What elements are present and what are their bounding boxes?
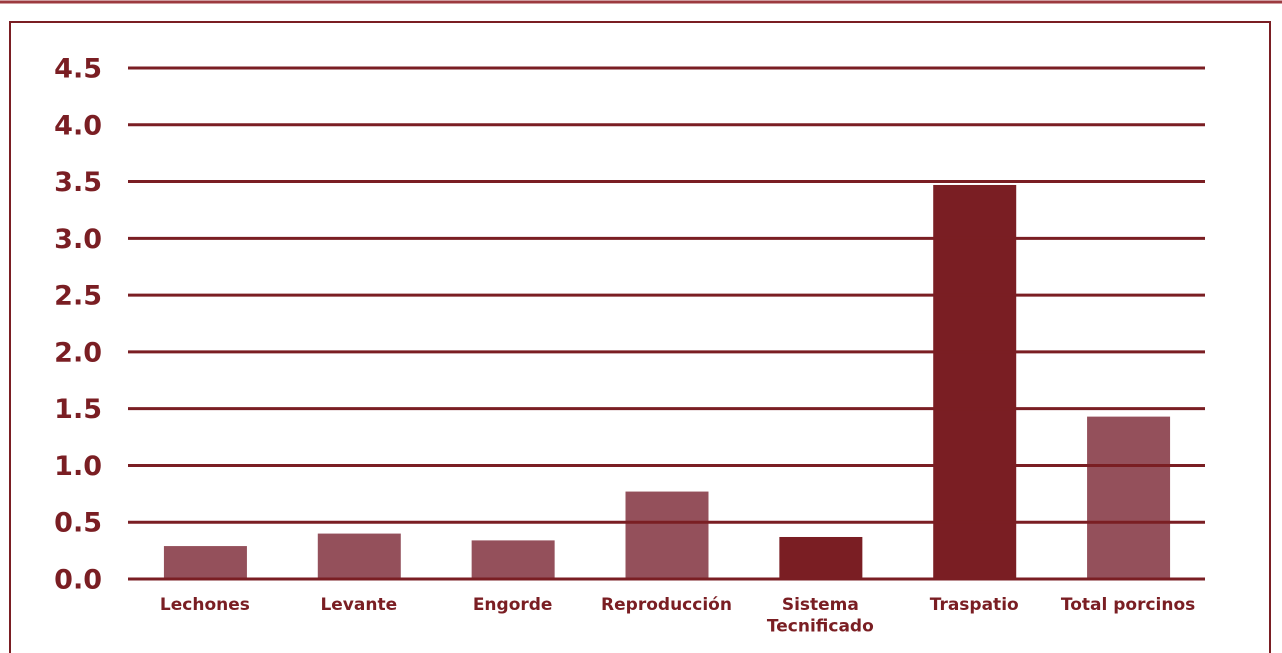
y-tick-label: 2.0: [54, 337, 102, 368]
bar: [163, 546, 247, 579]
y-tick-label: 1.5: [54, 394, 102, 425]
y-tick-label: 4.0: [54, 110, 102, 141]
frame: [9, 21, 1271, 653]
bar: [933, 184, 1017, 579]
y-tick-label: 0.5: [54, 508, 102, 539]
bar: [1087, 416, 1171, 579]
y-tick-label: 3.5: [54, 167, 102, 198]
bar: [471, 540, 555, 579]
x-tick-label: Traspatio: [930, 595, 1019, 615]
x-tick-label: Reproducción: [601, 595, 732, 615]
x-tick-label: Sistema Tecnificado: [767, 595, 874, 636]
x-tick-label: Total porcinos: [1061, 595, 1195, 615]
bar: [317, 533, 401, 579]
x-tick-label: Lechones: [160, 595, 250, 615]
y-tick-label: 1.0: [54, 451, 102, 482]
bar: [779, 536, 863, 579]
x-tick-label: Engorde: [473, 595, 553, 615]
y-tick-label: 4.5: [54, 54, 102, 85]
y-tick-label: 2.5: [54, 281, 102, 312]
bar: [625, 491, 709, 579]
y-tick-label: 3.0: [54, 224, 102, 255]
x-tick-label: Levante: [320, 595, 397, 615]
y-tick-label: 0.0: [54, 565, 102, 596]
